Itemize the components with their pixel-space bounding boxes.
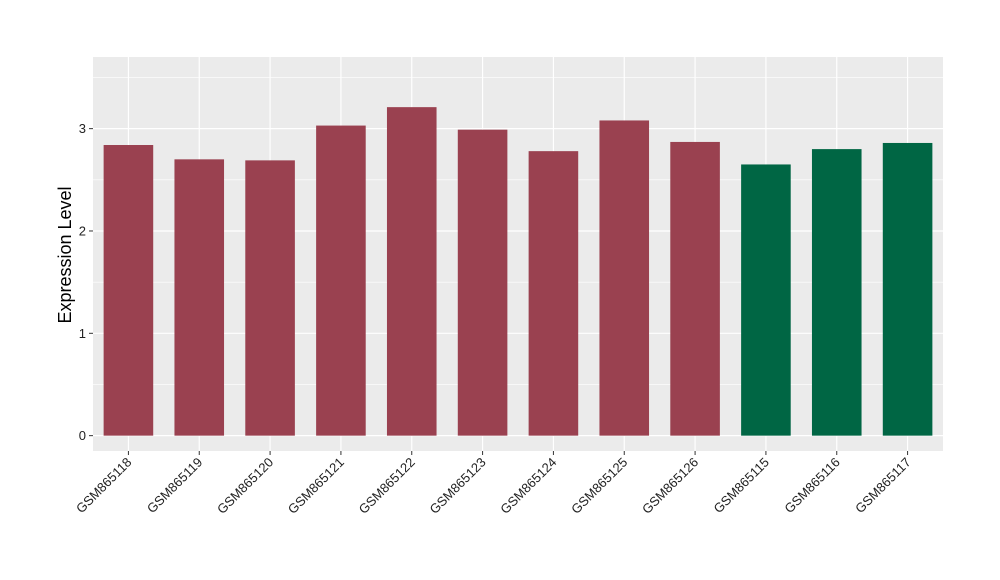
x-tick-label: GSM865118 [73, 455, 135, 517]
x-tick-label: GSM865122 [356, 455, 418, 517]
bar-GSM865120 [245, 160, 295, 436]
bar-GSM865119 [174, 159, 225, 436]
bar-GSM865125 [599, 120, 650, 436]
x-tick-label: GSM865119 [144, 455, 206, 517]
bar-GSM865126 [670, 141, 720, 436]
x-tick-label: GSM865125 [568, 455, 630, 517]
x-tick-label: GSM865124 [497, 455, 559, 517]
x-tick-label: GSM865115 [710, 455, 772, 517]
bar-GSM865121 [316, 125, 366, 436]
x-tick-label: GSM865126 [639, 455, 701, 517]
x-tick-label: GSM865117 [852, 455, 914, 517]
bars [103, 107, 933, 436]
bar-GSM865117 [882, 142, 933, 436]
x-tick-label: GSM865116 [781, 455, 843, 517]
y-axis-title: Expression Level [55, 186, 75, 323]
bar-GSM865118 [103, 145, 154, 436]
x-tick-label: GSM865121 [285, 455, 347, 517]
x-tick-label: GSM865120 [214, 455, 276, 517]
bar-GSM865122 [386, 107, 437, 436]
minor-gridlines [93, 77, 943, 385]
bar-GSM865115 [741, 164, 791, 436]
bar-GSM865124 [528, 151, 579, 436]
x-axis: GSM865118 GSM865119 GSM865120 GSM865121 GSM8… [73, 451, 914, 517]
y-tick-label: 2 [79, 223, 86, 238]
bar-GSM865116 [811, 149, 862, 436]
bar-GSM865123 [457, 129, 508, 436]
y-axis: 0 1 2 3 [79, 121, 93, 443]
y-tick-label: 0 [79, 428, 86, 443]
y-tick-label: 1 [79, 326, 86, 341]
x-tick-label: GSM865123 [426, 455, 488, 517]
plot-panel [93, 57, 943, 451]
y-tick-label: 3 [79, 121, 86, 136]
